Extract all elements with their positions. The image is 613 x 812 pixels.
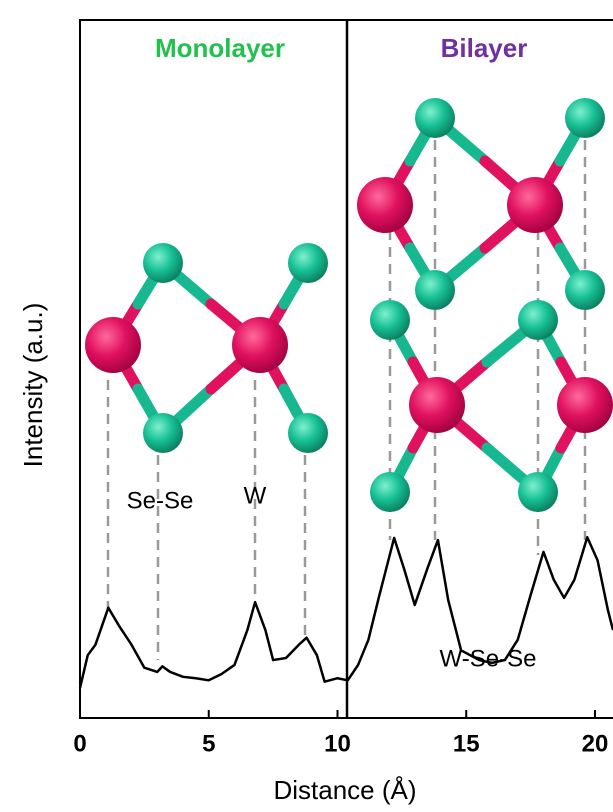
illustration (85, 98, 613, 660)
panel-label: Bilayer (441, 33, 528, 63)
annotation: W (244, 482, 267, 509)
panel-label: Monolayer (155, 33, 285, 63)
x-tick-label: 0 (73, 730, 86, 757)
annotation: W-Se-Se (440, 645, 537, 672)
chart: Monolayer Bilayer Se-Se W W-Se-Se Distan… (0, 0, 613, 812)
x-axis-label: Distance (Å) (273, 775, 416, 805)
annotation: Se-Se (127, 487, 194, 514)
x-tick-label: 10 (324, 730, 351, 757)
x-tick-label: 15 (453, 730, 480, 757)
y-axis-label: Intensity (a.u.) (18, 303, 48, 468)
x-tick-label: 5 (202, 730, 215, 757)
x-tick-label: 20 (582, 730, 609, 757)
